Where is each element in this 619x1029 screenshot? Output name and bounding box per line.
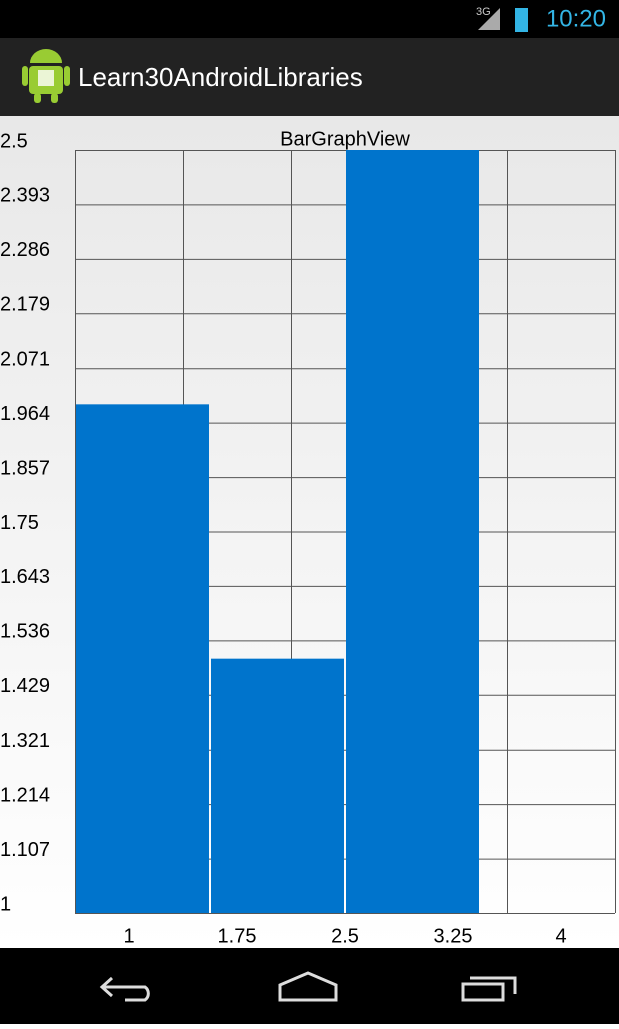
y-tick-label: 1.429 [0,675,50,697]
signal-icon [478,8,500,30]
bar [211,658,344,913]
back-button[interactable] [99,976,150,1002]
y-tick-label: 1.214 [0,784,50,806]
y-tick-label: 1.857 [0,457,50,479]
action-bar [0,38,619,116]
y-tick-label: 2.071 [0,348,50,370]
y-tick-label: 1.964 [0,403,50,425]
y-tick-label: 1.536 [0,621,50,643]
y-tick-label: 1.643 [0,566,50,588]
nav-bar [0,948,619,1024]
y-tick-label: 1 [0,893,11,915]
battery-icon [515,8,528,32]
x-tick-label: 1 [123,925,134,947]
y-tick-label: 2.393 [0,185,50,207]
x-tick-label: 2.5 [331,925,359,947]
x-tick-label: 1.75 [218,925,257,947]
clock: 10:20 [546,5,606,32]
y-tick-label: 2.5 [0,130,28,152]
home-button[interactable] [278,971,338,1002]
network-type: 3G [476,6,491,18]
y-tick-label: 1.321 [0,730,50,752]
bar [346,150,479,913]
y-tick-label: 1.75 [0,512,39,534]
y-tick-label: 1.107 [0,839,50,861]
y-tick-label: 2.179 [0,294,50,316]
chart-title: BarGraphView [280,128,410,150]
y-tick-label: 2.286 [0,239,50,261]
x-tick-label: 4 [555,925,566,947]
app-icon [22,49,70,103]
bar [76,404,209,913]
recents-button[interactable] [461,976,517,1002]
x-tick-label: 3.25 [434,925,473,947]
app-title: Learn30AndroidLibraries [78,62,363,92]
